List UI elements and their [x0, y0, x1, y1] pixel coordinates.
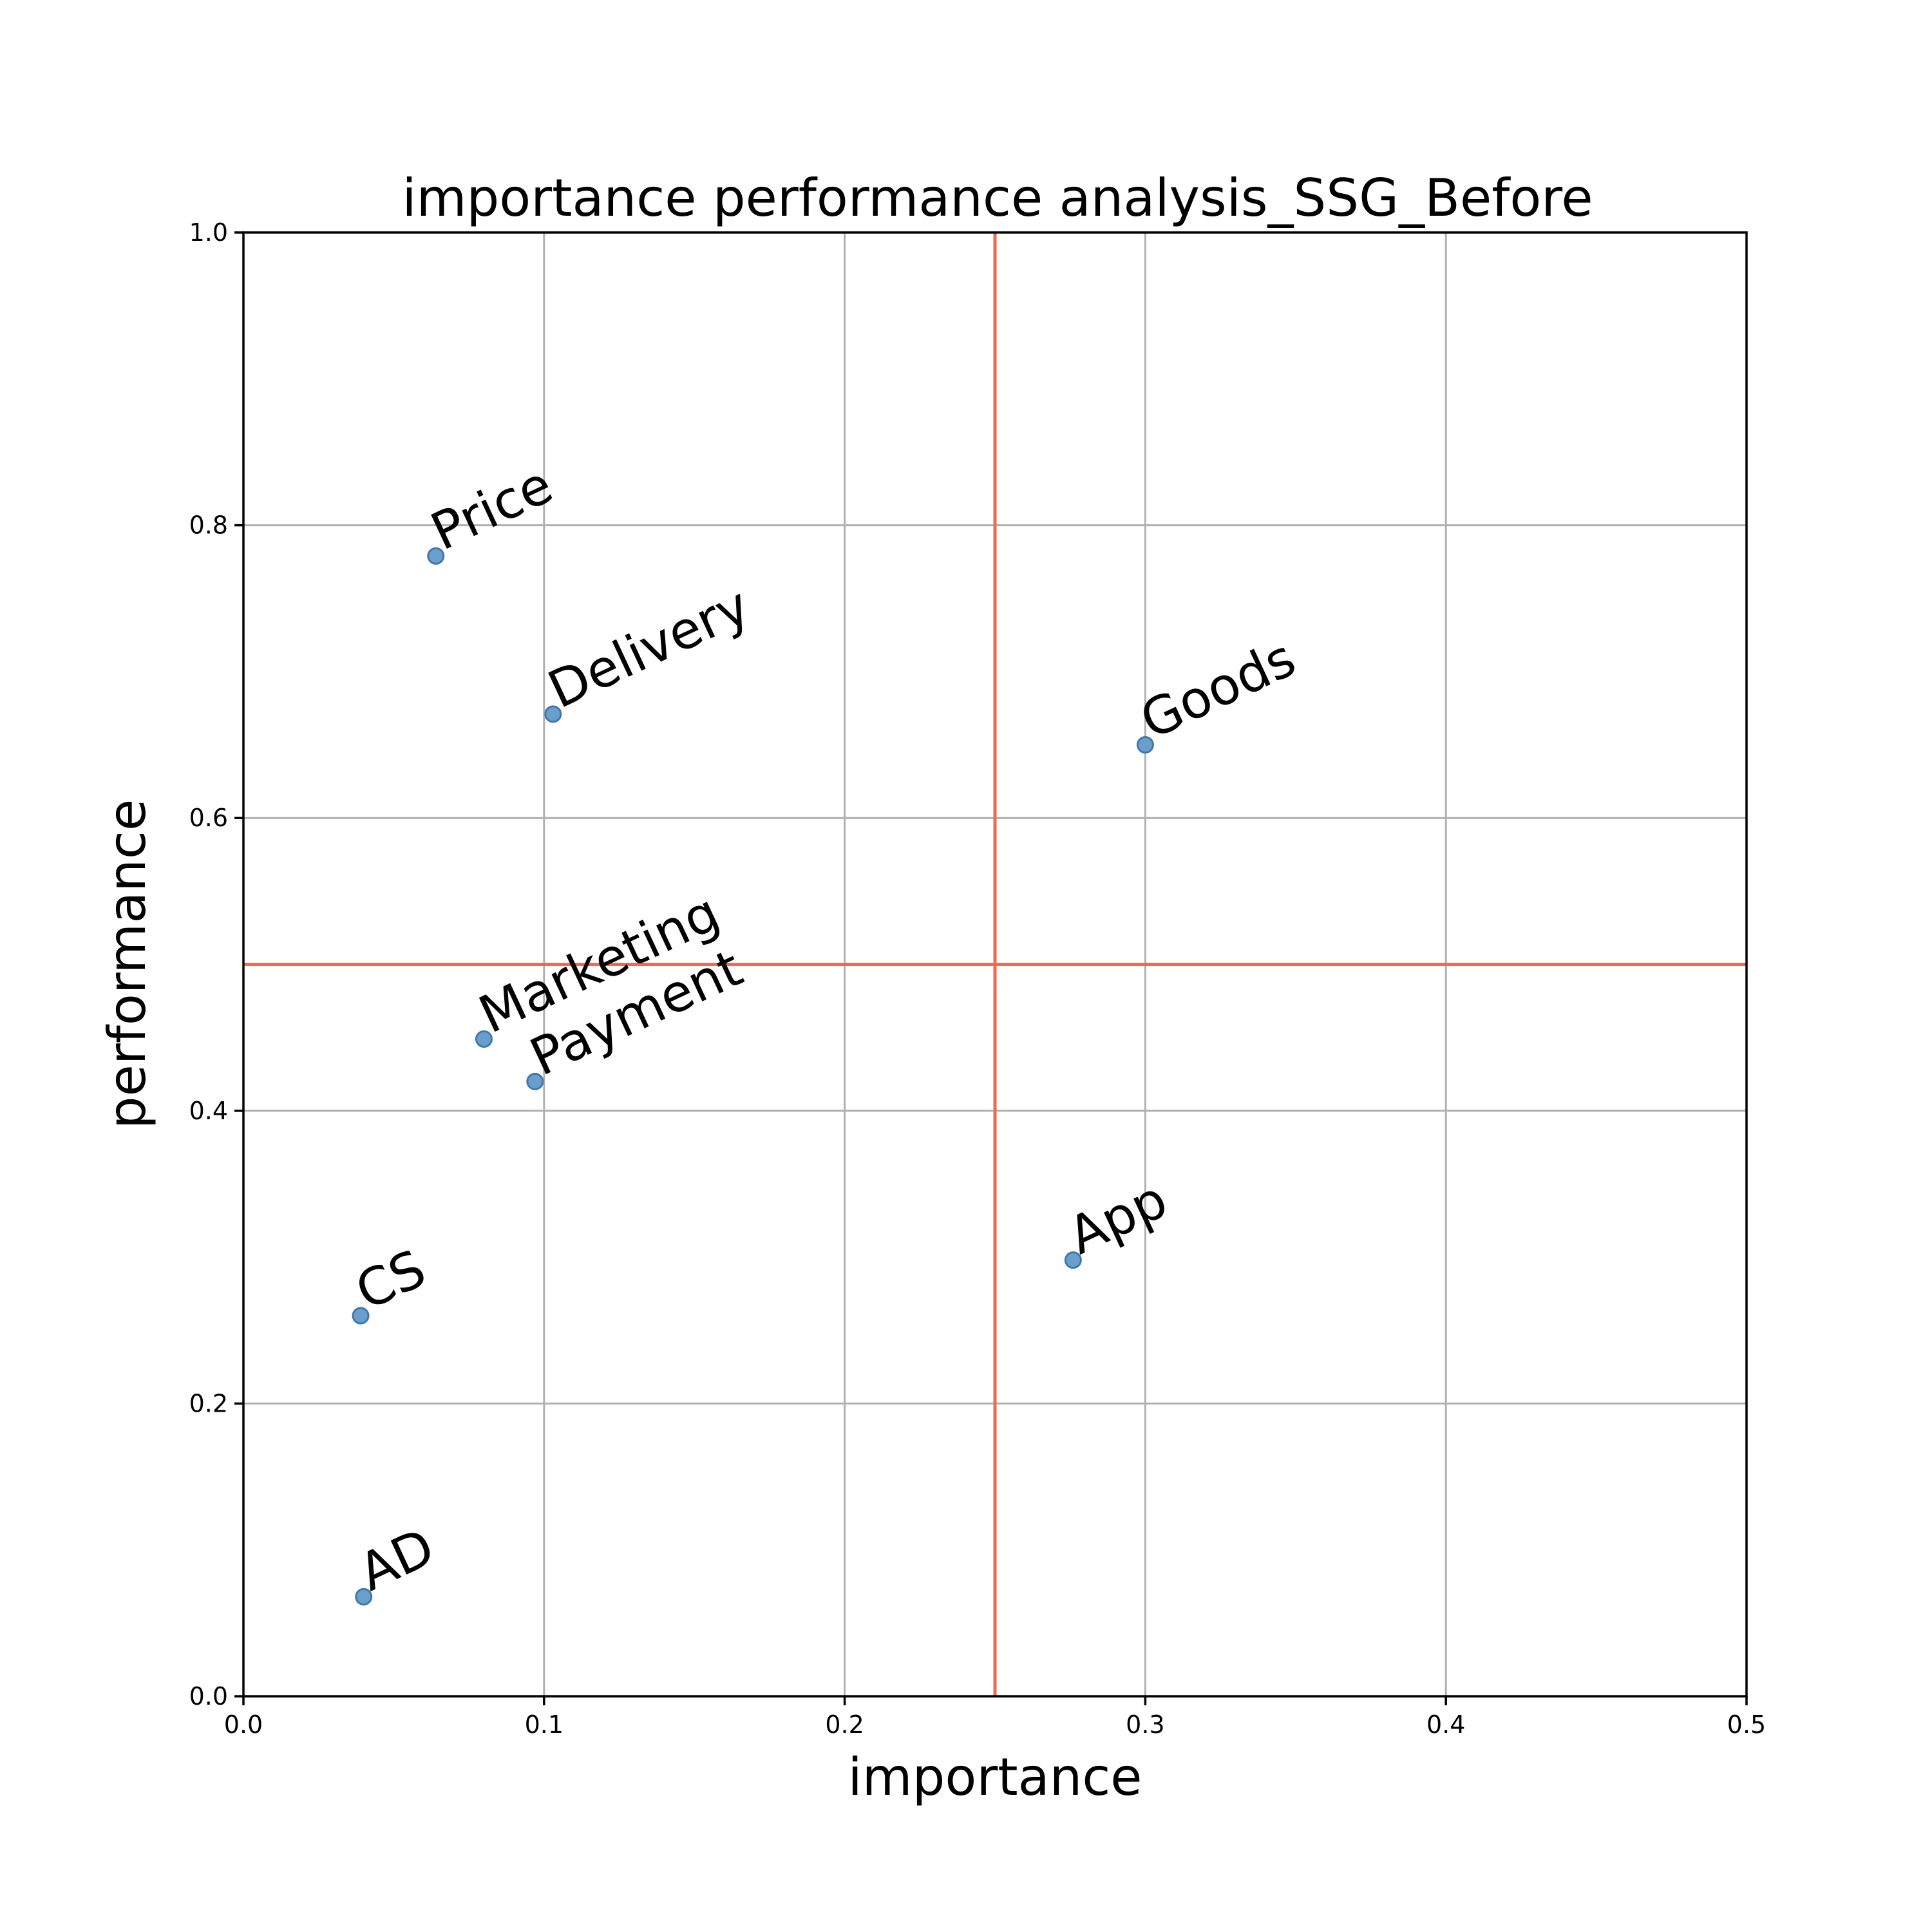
- plot-frame: [242, 231, 1748, 1698]
- y-tick-label: 0.4: [189, 1097, 228, 1125]
- data-point-cs: [352, 1307, 370, 1325]
- reference-lines: [243, 232, 1747, 1696]
- data-point-payment: [526, 1072, 544, 1090]
- data-point-app: [1064, 1251, 1082, 1269]
- point-label-goods: Goods: [1132, 628, 1304, 751]
- y-tick-label: 0.8: [189, 511, 228, 540]
- x-tick-label: 0.2: [825, 1710, 864, 1739]
- data-point-goods: [1136, 736, 1154, 754]
- y-tick-label: 0.6: [189, 804, 228, 832]
- axis-ticks: 0.0 0.1 0.2 0.3 0.4 0.5 0.0 0.2 0.4 0.6 0.8 1.0: [189, 218, 1766, 1739]
- x-axis-label: importance: [848, 1747, 1142, 1807]
- point-label-delivery: Delivery: [540, 575, 759, 720]
- data-point-ad: [355, 1587, 373, 1605]
- point-label-price: Price: [422, 455, 561, 562]
- data-point-marketing: [475, 1030, 493, 1048]
- x-tick-label: 0.3: [1126, 1710, 1164, 1739]
- data-point-price: [427, 547, 445, 565]
- x-tick-label: 0.4: [1426, 1710, 1465, 1739]
- y-axis-label: performance: [97, 799, 157, 1129]
- x-tick-label: 0.1: [525, 1710, 564, 1739]
- chart-title: importance performance analysis_SSG_Befo…: [402, 168, 1593, 228]
- y-tick-label: 0.2: [189, 1389, 228, 1417]
- y-tick-label: 0.0: [189, 1682, 228, 1710]
- x-tick-label: 0.5: [1727, 1710, 1766, 1739]
- data-point-delivery: [544, 705, 562, 723]
- x-tick-label: 0.0: [224, 1710, 263, 1739]
- point-label-app: App: [1059, 1170, 1176, 1266]
- y-tick-label: 1.0: [189, 218, 228, 247]
